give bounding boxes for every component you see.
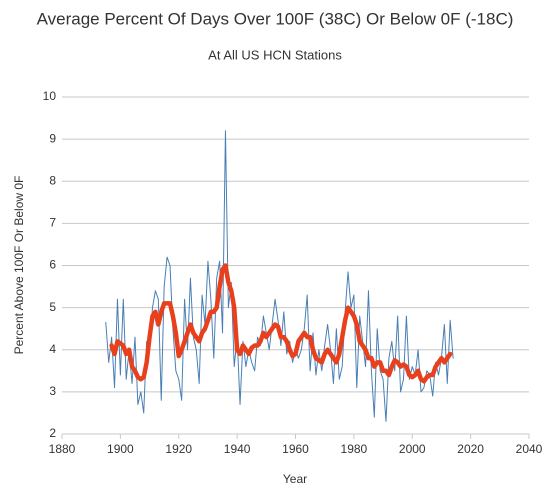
series-line [105,130,454,422]
x-tick-label: 1980 [341,442,368,456]
chart-title: Average Percent Of Days Over 100F (38C) … [37,9,514,28]
y-tick-label: 5 [49,300,56,314]
x-tick-label: 1880 [49,442,76,456]
y-tick-label: 10 [43,89,57,103]
x-tick-label: 1940 [224,442,251,456]
x-tick-label: 1900 [107,442,134,456]
x-tick-label: 2020 [457,442,484,456]
x-tick-label: 2040 [516,442,543,456]
y-tick-label: 9 [49,131,56,145]
y-tick-label: 2 [49,426,56,440]
x-tick-label: 2000 [399,442,426,456]
series-line [109,263,453,384]
y-tick-label: 7 [49,216,56,230]
y-tick-label: 3 [49,384,56,398]
y-tick-label: 6 [49,258,56,272]
chart-subtitle: At All US HCN Stations [208,47,342,62]
y-tick-label: 8 [49,173,56,187]
y-axis-label: Percent Above 100F Or Below 0F [12,176,26,355]
x-tick-label: 1920 [165,442,192,456]
x-axis-label: Year [283,472,307,486]
y-tick-label: 4 [49,342,56,356]
x-tick-label: 1960 [282,442,309,456]
